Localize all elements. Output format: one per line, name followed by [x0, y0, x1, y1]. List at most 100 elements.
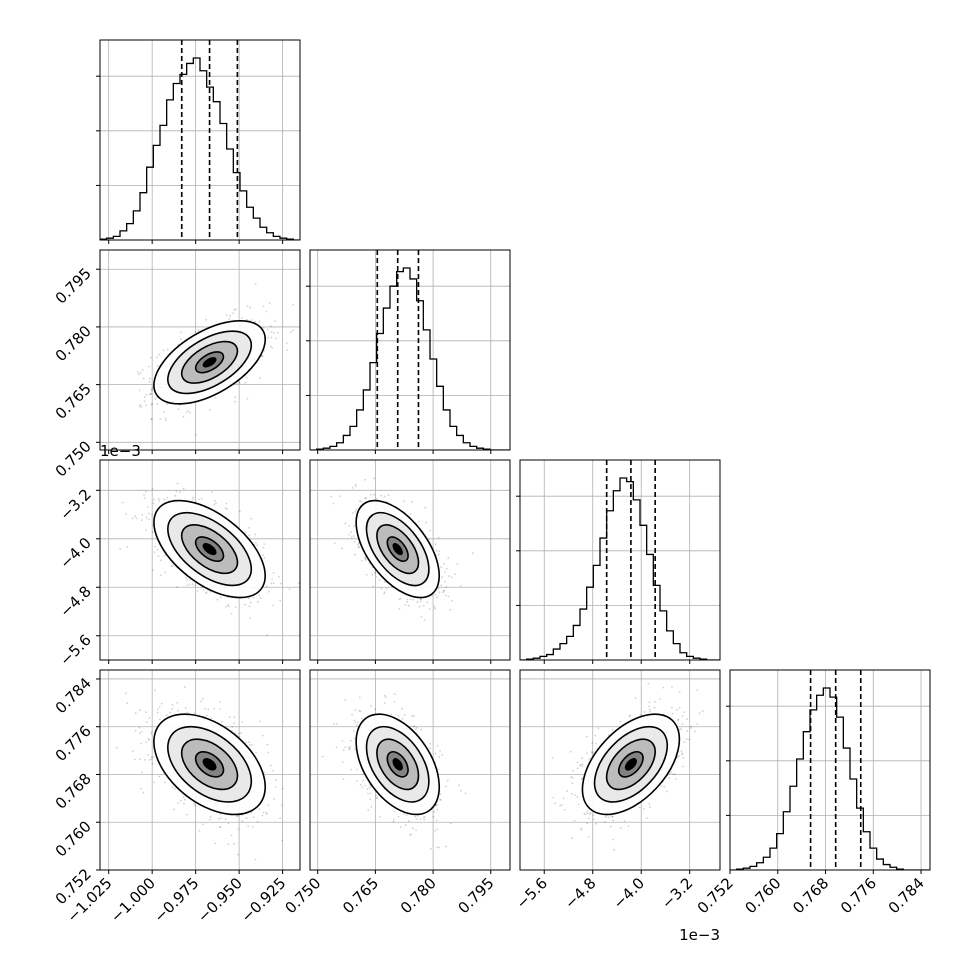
scatter-point: [205, 714, 208, 717]
scatter-point: [418, 520, 420, 523]
scatter-point: [162, 349, 165, 352]
scatter-point: [205, 591, 208, 594]
scatter-point: [439, 793, 442, 795]
scatter-point: [187, 410, 190, 412]
scatter-point: [150, 389, 153, 392]
scatter-point: [403, 813, 406, 815]
scatter-point: [385, 587, 388, 590]
scatter-point: [169, 711, 171, 714]
scatter-point: [233, 309, 236, 312]
scatter-point: [205, 318, 208, 321]
scatter-point: [134, 515, 137, 518]
scatter-point: [147, 512, 150, 515]
scatter-point: [171, 564, 174, 567]
scatter-point: [262, 734, 264, 737]
scatter-point: [259, 597, 262, 600]
scatter-point: [407, 604, 410, 607]
scatter-point: [378, 816, 381, 818]
scatter-point: [234, 606, 237, 609]
scatter-point: [184, 707, 187, 710]
scatter-point: [386, 500, 388, 503]
density-peak: [202, 357, 217, 368]
scatter-point: [369, 792, 372, 795]
scatter-point: [444, 580, 446, 583]
scatter-point: [166, 452, 168, 454]
scatter-point: [150, 756, 153, 758]
scatter-point: [647, 682, 650, 685]
scatter-point: [177, 801, 180, 804]
scatter-point: [215, 502, 217, 505]
scatter-point: [439, 750, 441, 752]
scatter-point: [398, 608, 401, 610]
scatter-point: [245, 817, 248, 820]
scatter-point: [373, 477, 376, 480]
scatter-point: [367, 792, 369, 795]
scatter-point: [254, 533, 257, 536]
scatter-point: [165, 419, 167, 422]
scatter-point: [139, 758, 141, 761]
scatter-point: [292, 303, 295, 306]
scatter-point: [218, 826, 221, 828]
scatter-point: [138, 405, 141, 407]
scatter-point: [146, 506, 149, 508]
scatter-point: [414, 728, 417, 731]
scatter-point: [138, 389, 141, 392]
scatter-point: [150, 417, 153, 420]
scatter-point: [281, 804, 283, 807]
density-peak: [392, 543, 403, 556]
scatter-point: [204, 707, 206, 710]
scatter-point: [348, 534, 351, 536]
panel-0-0: [96, 39, 301, 244]
scatter-point: [156, 403, 159, 406]
scatter-point: [148, 518, 150, 521]
scatter-point: [274, 786, 277, 788]
scatter-point: [254, 320, 256, 323]
scatter-point: [172, 786, 174, 789]
scatter-point: [159, 418, 162, 420]
scatter-point: [353, 535, 355, 537]
scatter-point: [150, 393, 152, 396]
scatter-point: [364, 497, 367, 500]
scatter-point: [356, 768, 358, 771]
scatter-point: [185, 813, 188, 816]
scatter-point: [420, 598, 422, 600]
scatter-point: [196, 590, 199, 592]
scatter-point: [249, 306, 252, 309]
scatter-point: [227, 605, 230, 608]
scatter-point: [272, 769, 275, 772]
scatter-point: [281, 839, 283, 842]
scatter-point: [202, 698, 204, 700]
scatter-point: [225, 314, 228, 316]
scatter-point: [233, 722, 236, 725]
scatter-point: [258, 808, 261, 811]
scatter-point: [263, 557, 266, 560]
scatter-point: [131, 517, 134, 520]
scatter-point: [449, 822, 452, 825]
scatter-point: [213, 503, 216, 506]
scatter-point: [234, 400, 237, 403]
scatter-point: [423, 818, 426, 821]
ytick-label: 0.780: [52, 322, 95, 365]
scatter-point: [609, 825, 612, 828]
scatter-point: [148, 380, 151, 383]
scatter-point: [153, 498, 155, 501]
scatter-point: [157, 555, 160, 558]
scatter-point: [258, 377, 261, 380]
scatter-point: [257, 601, 259, 603]
scatter-point: [270, 325, 272, 327]
scatter-point: [378, 578, 381, 581]
scatter-point: [270, 331, 273, 333]
scatter-point: [369, 798, 372, 801]
scatter-point: [145, 529, 148, 531]
scatter-point: [273, 332, 275, 335]
scatter-point: [681, 723, 684, 725]
scatter-point: [211, 491, 214, 493]
scatter-point: [250, 744, 253, 746]
scatter-point: [419, 600, 422, 603]
panel-frame: [99, 39, 301, 241]
scatter-point: [268, 590, 270, 593]
scatter-point: [289, 331, 292, 334]
scatter-point: [444, 571, 446, 573]
scatter-point: [163, 411, 166, 413]
scatter-point: [434, 593, 437, 596]
